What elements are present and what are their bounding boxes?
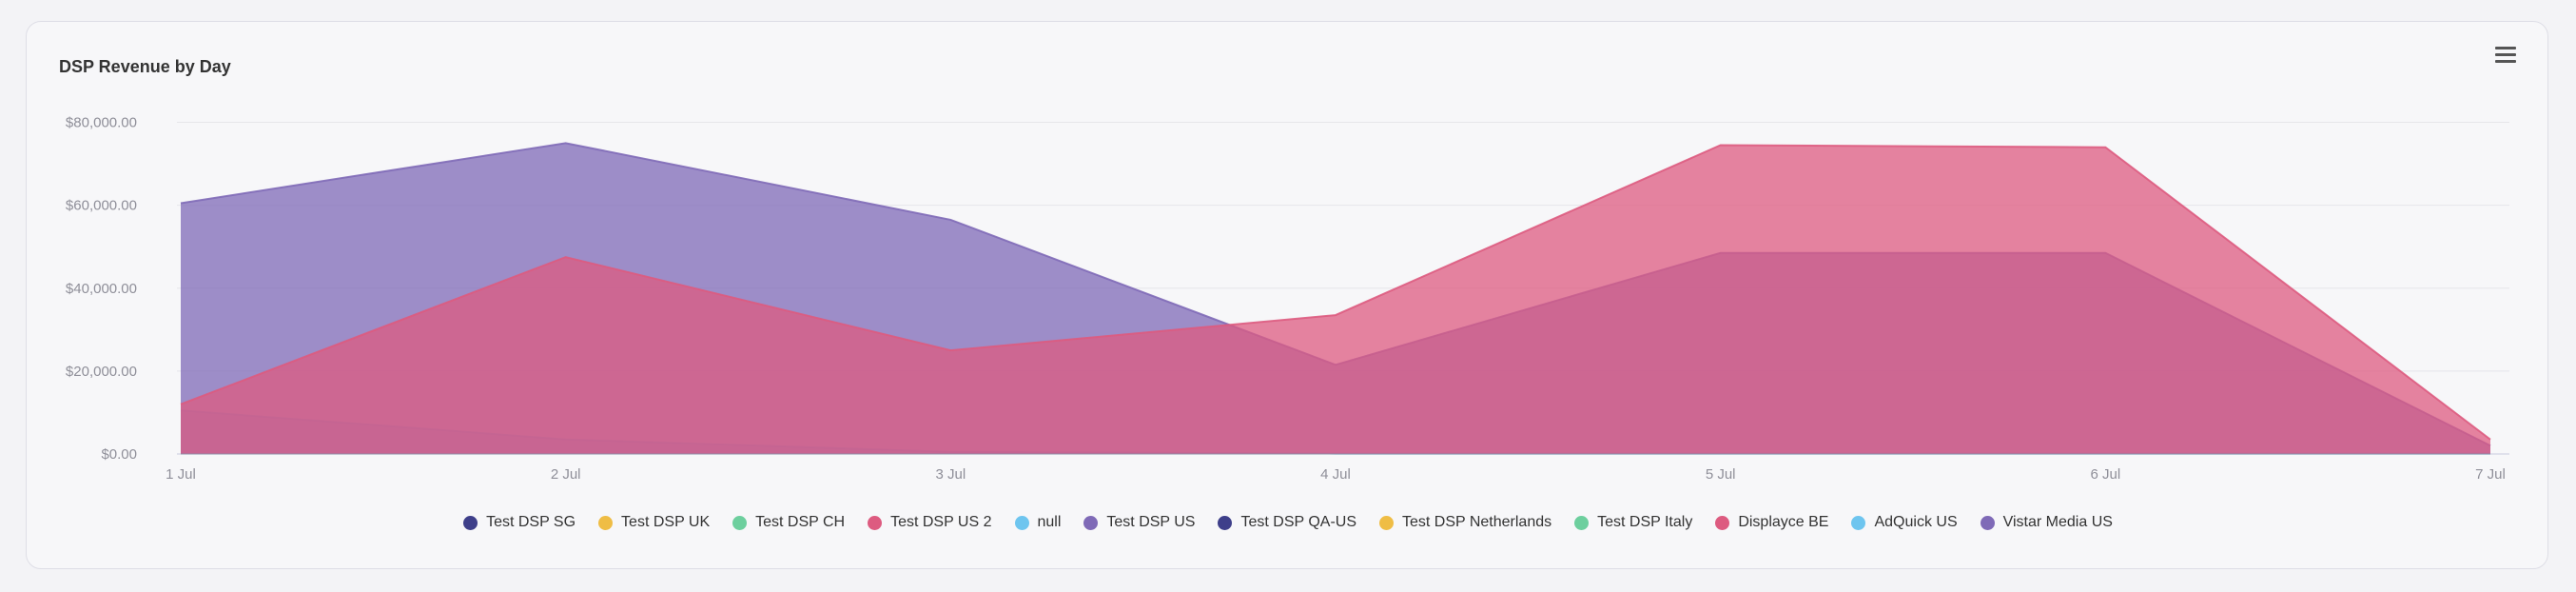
series-line xyxy=(180,144,2491,441)
x-tick-label: 1 Jul xyxy=(166,466,196,483)
legend-marker xyxy=(1574,515,1590,530)
legend-label: Displayce BE xyxy=(1738,514,1829,530)
legend-marker xyxy=(463,515,478,530)
legend-label: Vistar Media US xyxy=(2002,514,2113,530)
x-tick-label: 6 Jul xyxy=(2090,466,2120,483)
legend-item[interactable]: Test DSP SG xyxy=(463,514,576,531)
x-tick-label: 7 Jul xyxy=(2475,466,2506,483)
legend-item[interactable]: Test DSP QA-US xyxy=(1218,514,1356,531)
legend-label: Test DSP US xyxy=(1106,514,1196,530)
legend-item[interactable]: Test DSP Italy xyxy=(1574,514,1692,531)
legend-label: AdQuick US xyxy=(1874,514,1958,530)
legend-item[interactable]: Test DSP US xyxy=(1083,514,1195,531)
legend-item[interactable]: null xyxy=(1014,514,1062,531)
legend-label: Test DSP Italy xyxy=(1597,514,1693,530)
x-tick-label: 3 Jul xyxy=(935,466,966,483)
chart-card: DSP Revenue by Day $0.00 $20,000.00 $40,00… xyxy=(26,21,2548,569)
legend-marker xyxy=(1980,515,1995,530)
chart-title: DSP Revenue by Day xyxy=(59,57,231,76)
legend-item[interactable]: Test DSP UK xyxy=(598,514,710,531)
legend-marker xyxy=(1379,515,1394,530)
x-tick-label: 2 Jul xyxy=(551,466,581,483)
legend-item[interactable]: Vistar Media US xyxy=(1980,514,2113,531)
y-tick-label: $0.00 xyxy=(101,446,137,463)
legend-marker xyxy=(1715,515,1730,530)
x-tick-label: 5 Jul xyxy=(1706,466,1736,483)
y-tick-label: $40,000.00 xyxy=(66,281,137,297)
area-chart: $0.00 $20,000.00 $40,000.00 $60,000.00 $80,0… xyxy=(66,115,2509,483)
legend-marker xyxy=(598,515,614,530)
legend-marker xyxy=(1851,515,1866,530)
legend-label: Test DSP CH xyxy=(755,514,846,530)
legend-marker xyxy=(732,515,748,530)
hamburger-menu-icon[interactable] xyxy=(2495,47,2516,66)
legend-marker xyxy=(1014,515,1029,530)
legend-marker xyxy=(1083,515,1099,530)
legend-marker xyxy=(868,515,883,530)
legend-item[interactable]: AdQuick US xyxy=(1851,514,1958,531)
legend-item[interactable]: Test DSP US 2 xyxy=(868,514,992,531)
legend-label: null xyxy=(1037,514,1062,530)
series-area xyxy=(181,145,2490,454)
legend-item[interactable]: Test DSP Netherlands xyxy=(1379,514,1551,531)
legend-label: Test DSP SG xyxy=(486,514,576,530)
legend-item[interactable]: Displayce BE xyxy=(1715,514,1828,531)
legend-label: Test DSP UK xyxy=(621,514,711,530)
x-tick-label: 4 Jul xyxy=(1320,466,1351,483)
chart-legend: Test DSP SG Test DSP UK Test DSP CH Test DS… xyxy=(27,514,2549,531)
legend-item[interactable]: Test DSP CH xyxy=(732,514,845,531)
legend-label: Test DSP QA-US xyxy=(1240,514,1356,530)
legend-marker xyxy=(1218,515,1233,530)
legend-label: Test DSP US 2 xyxy=(890,514,992,530)
y-tick-label: $20,000.00 xyxy=(66,364,137,380)
y-tick-label: $80,000.00 xyxy=(66,115,137,131)
y-tick-label: $60,000.00 xyxy=(66,198,137,214)
legend-label: Test DSP Netherlands xyxy=(1402,514,1552,530)
